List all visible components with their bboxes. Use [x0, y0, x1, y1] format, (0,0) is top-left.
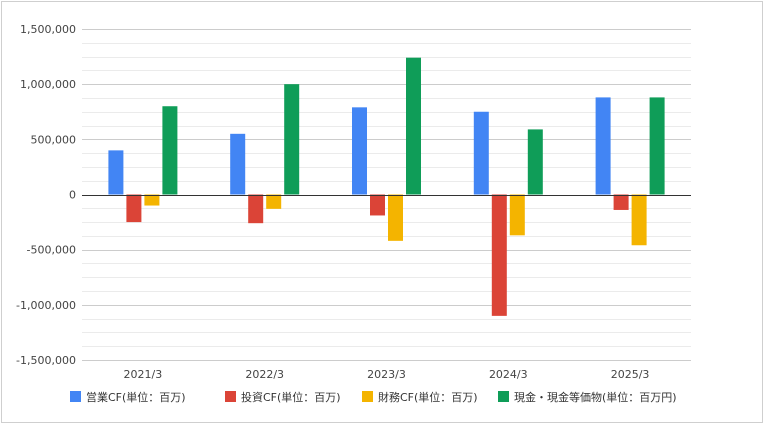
- bar-series0-2021-3: [108, 150, 124, 195]
- legend-item-series2[interactable]: 財務CF(単位：百万): [362, 390, 478, 404]
- x-tick-label: 2025/3: [611, 368, 650, 381]
- bar-series2-2022-3: [266, 194, 282, 209]
- bar-series1-2021-3: [126, 194, 142, 223]
- bar-series2-2024-3: [509, 194, 525, 236]
- y-tick-label: 1,000,000: [20, 78, 76, 91]
- y-tick-label: -500,000: [27, 244, 76, 257]
- x-tick-label: 2021/3: [124, 368, 163, 381]
- bar-series3-2021-3: [162, 106, 178, 195]
- bar-series1-2022-3: [248, 194, 264, 224]
- bar-series0-2022-3: [230, 133, 246, 195]
- legend-swatch: [225, 391, 236, 402]
- bar-series2-2023-3: [388, 194, 403, 241]
- bar-series3-2022-3: [284, 84, 300, 195]
- y-tick-label: 1,500,000: [20, 23, 76, 36]
- x-tick-label: 2022/3: [245, 368, 284, 381]
- x-axis-tick-labels: 2021/3 2022/3 2023/3 2024/3 2025/3: [124, 368, 650, 381]
- y-tick-label: -1,000,000: [16, 299, 76, 312]
- legend-swatch: [362, 391, 373, 402]
- legend: 営業CF(単位：百万) 投資CF(単位：百万) 財務CF(単位：百万) 現金・現金等価…: [70, 390, 677, 404]
- bar-series3-2025-3: [649, 97, 665, 195]
- y-axis-tick-labels: 1,500,000 1,000,000 500,000 0 -500,000 -1,000…: [16, 23, 76, 367]
- legend-label: 営業CF(単位：百万): [86, 390, 186, 404]
- bar-series2-2025-3: [631, 194, 647, 246]
- legend-item-series3[interactable]: 現金・現金等価物(単位：百万円): [498, 390, 677, 404]
- legend-swatch: [498, 391, 509, 402]
- bar-series0-2024-3: [473, 111, 489, 195]
- x-tick-label: 2023/3: [367, 368, 406, 381]
- legend-label: 財務CF(単位：百万): [378, 390, 478, 404]
- legend-label: 投資CF(単位：百万): [241, 390, 341, 404]
- bar-series1-2025-3: [613, 194, 629, 210]
- legend-item-series0[interactable]: 営業CF(単位：百万): [70, 390, 186, 404]
- legend-swatch: [70, 391, 81, 402]
- y-tick-label: 0: [69, 189, 76, 202]
- bar-series1-2024-3: [491, 194, 507, 316]
- bar-series3-2024-3: [527, 129, 543, 195]
- legend-item-series1[interactable]: 投資CF(単位：百万): [225, 390, 341, 404]
- bar-series1-2023-3: [370, 194, 385, 216]
- bar-series0-2023-3: [352, 107, 367, 195]
- legend-label: 現金・現金等価物(単位：百万円): [514, 390, 677, 404]
- bars: [108, 57, 665, 316]
- bar-series3-2023-3: [406, 57, 421, 195]
- bar-series0-2025-3: [595, 97, 611, 195]
- x-tick-label: 2024/3: [489, 368, 528, 381]
- bar-series2-2021-3: [144, 194, 160, 206]
- y-tick-label: 500,000: [31, 133, 77, 146]
- y-tick-label: -1,500,000: [16, 354, 76, 367]
